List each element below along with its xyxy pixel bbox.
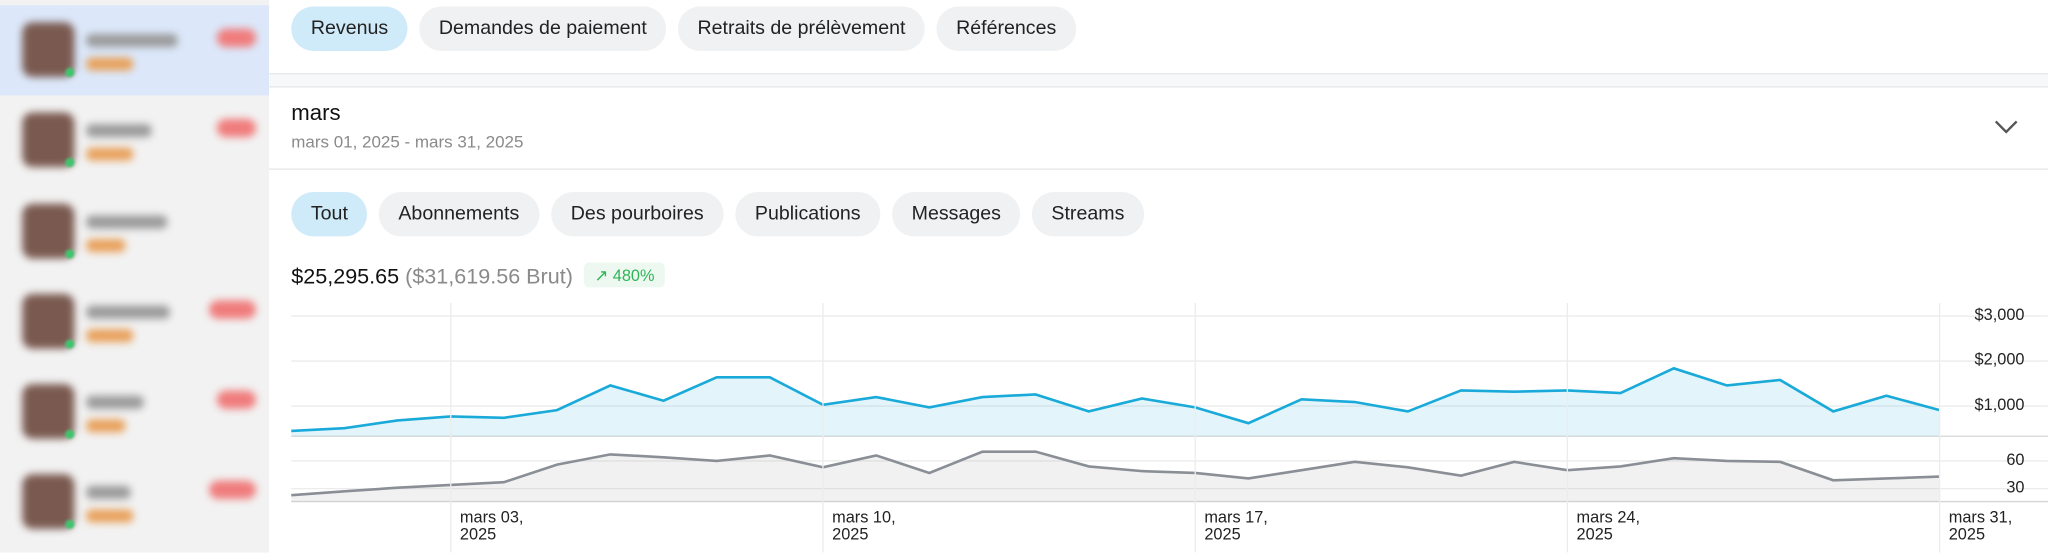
x-tick-label: mars 31, 2025 xyxy=(1948,508,2013,544)
tab[interactable]: Retraits de prélèvement xyxy=(677,6,926,51)
net-total: $25,295.65 xyxy=(291,265,400,289)
tab[interactable]: Références xyxy=(936,6,1076,51)
x-tick-label: mars 24, 2025 xyxy=(1576,508,1641,544)
summary: $25,295.65 ($31,619.56 Brut) ↗ 480% xyxy=(291,262,665,290)
x-tick-label: mars 10, 2025 xyxy=(832,508,896,544)
divider xyxy=(269,86,2048,88)
filter-chip[interactable]: Publications xyxy=(735,191,881,237)
x-tick-label: mars 03, 2025 xyxy=(459,508,524,544)
divider xyxy=(269,168,2048,170)
change-badge: ↗ 480% xyxy=(584,262,665,288)
creator-item[interactable] xyxy=(0,277,269,367)
creator-item[interactable] xyxy=(0,95,269,185)
creator-item[interactable] xyxy=(0,457,269,547)
gap xyxy=(269,74,2048,87)
filter-chip[interactable]: Tout xyxy=(291,191,368,237)
period-range: mars 01, 2025 - mars 31, 2025 xyxy=(291,131,524,152)
line xyxy=(291,450,1940,497)
filter-chip[interactable]: Abonnements xyxy=(378,191,539,237)
x-tick-label: mars 17, 2025 xyxy=(1204,508,1268,544)
tab[interactable]: Demandes de paiement xyxy=(419,6,667,51)
expand-chevron[interactable] xyxy=(1993,118,2019,136)
y-tick-label: 30 xyxy=(2006,478,2025,497)
divider xyxy=(269,73,2048,75)
y-tick-label: $3,000 xyxy=(1974,305,2025,324)
creator-item[interactable] xyxy=(0,5,270,96)
tab[interactable]: Revenus xyxy=(291,6,408,51)
y-tick-label: $1,000 xyxy=(1974,395,2025,414)
creator-sidebar xyxy=(0,0,270,553)
gross-total: ($31,619.56 Brut) xyxy=(405,265,573,289)
area-fill xyxy=(291,368,1940,437)
y-tick-label: $2,000 xyxy=(1974,350,2025,369)
y-tick-label: 60 xyxy=(2006,450,2025,469)
filter-chip[interactable]: Des pourboires xyxy=(551,191,724,237)
period-title: mars xyxy=(291,100,341,126)
filter-chip[interactable]: Messages xyxy=(892,191,1021,237)
creator-item[interactable] xyxy=(0,187,269,277)
line xyxy=(291,366,1940,433)
filter-chip[interactable]: Streams xyxy=(1031,191,1144,237)
change-value: 480% xyxy=(612,266,655,285)
creator-item[interactable] xyxy=(0,367,269,457)
